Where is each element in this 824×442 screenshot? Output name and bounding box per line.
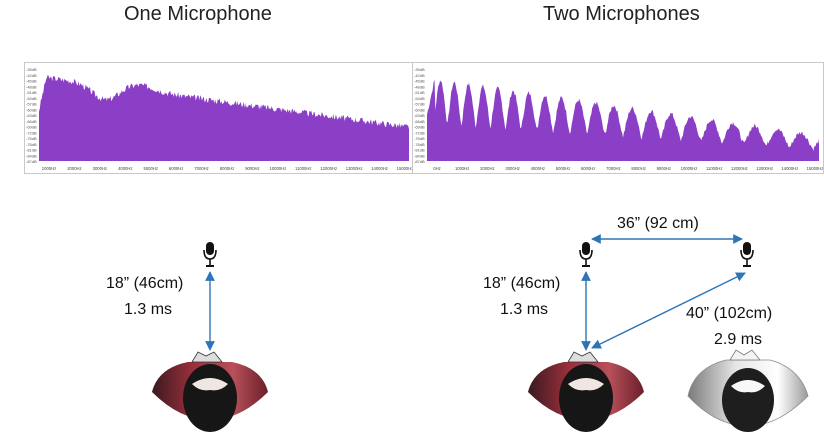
spectrum-one-mic-x-tick: 6000Hz	[169, 166, 183, 171]
spectrum-one-mic-y-tick: -78dB	[26, 142, 37, 147]
spectrum-two-mics-x-tick: 2000Hz	[480, 166, 494, 171]
spectrum-two-mics-plot: -39dB-42dB-45dB-48dB-51dB-54dB-57dB-60dB…	[414, 67, 823, 171]
spectrum-one-mic-plot: -39dB-42dB-45dB-48dB-51dB-54dB-57dB-60dB…	[26, 67, 413, 171]
spectrum-two-mics-y-tick: -45dB	[414, 79, 425, 84]
spectrum-one-mic-x-tick: 13000Hz	[346, 166, 363, 171]
spectrum-two-mics-x-tick: 7000Hz	[606, 166, 620, 171]
microphone-icon-near	[579, 242, 593, 267]
spectrum-two-mics-y-tick: -69dB	[414, 125, 425, 130]
spectrum-two-mics-x-tick: 3000Hz	[505, 166, 519, 171]
microphone-icon-far	[740, 242, 754, 267]
spectrum-two-mics-x-tick: 4000Hz	[531, 166, 545, 171]
person-icon-speaker	[528, 351, 644, 432]
spectrum-two-mics-y-tick: -75dB	[414, 136, 425, 141]
spectrum-one-mic-x-tick: 8000Hz	[220, 166, 234, 171]
spectrum-one-mic-x-tick: 12000Hz	[320, 166, 337, 171]
distance-label-left: 18” (46cm)	[106, 275, 184, 292]
spectrum-two-mics-y-tick: -78dB	[414, 142, 425, 147]
spectrum-one-mic-y-tick: -69dB	[26, 125, 37, 130]
far-delay-label: 2.9 ms	[714, 331, 763, 348]
spectrum-one-mic-y-tick: -51dB	[26, 90, 37, 95]
spectrum-one-mic-x-tick: 14000Hz	[371, 166, 388, 171]
spectrum-two-mics-x-tick: 13000Hz	[756, 166, 773, 171]
spectrum-two-mics-y-tick: -42dB	[414, 73, 425, 78]
spectrum-two-mics-x-tick: 5000Hz	[556, 166, 570, 171]
spectrum-two-mics-x-tick: 1000Hz	[455, 166, 469, 171]
spectrum-one-mic-y-tick: -48dB	[26, 84, 37, 89]
spectrum-one-mic-x-tick: 15000Hz	[397, 166, 413, 171]
distance-arrow-far	[591, 272, 746, 349]
spectrum-two-mics-y-tick: -84dB	[414, 153, 425, 158]
delay-label-left: 1.3 ms	[124, 301, 173, 318]
spectrum-one-mic-y-tick: -60dB	[26, 107, 37, 112]
spectrum-one-mic-y-tick: -72dB	[26, 130, 37, 135]
spectrum-two-mics-x-tick: 8000Hz	[631, 166, 645, 171]
spectrum-one-mic-x-tick: 5000Hz	[143, 166, 157, 171]
delay-label-near: 1.3 ms	[500, 301, 549, 318]
spectrum-two-mics-y-tick: -87dB	[414, 159, 425, 164]
spectrum-one-mic-y-tick: -87dB	[26, 159, 37, 164]
spectrum-two-mics-y-tick: -72dB	[414, 130, 425, 135]
spectrum-one-mic-y-tick: -84dB	[26, 153, 37, 158]
two-microphones-title: Two Microphones	[543, 3, 700, 25]
spectrum-one-mic-x-tick: 9000Hz	[245, 166, 259, 171]
spectrum-one-mic-x-tick: 10000Hz	[269, 166, 286, 171]
spectrum-one-mic-x-tick: 11000Hz	[295, 166, 311, 171]
one-microphone-title: One Microphone	[124, 3, 272, 25]
spectrum-two-mics-y-tick: -66dB	[414, 119, 425, 124]
spectrum-two-mics-y-tick: -54dB	[414, 96, 425, 101]
spectrum-one-mic-y-tick: -42dB	[26, 73, 37, 78]
spectrum-one-mic-y-tick: -63dB	[26, 113, 37, 118]
spectrum-two-mics-x-tick: 0Hz	[433, 166, 440, 171]
spectrum-one-mic-y-tick: -75dB	[26, 136, 37, 141]
spectrum-two-mics-y-tick: -81dB	[414, 148, 425, 153]
spectrum-two-mics-x-tick: 6000Hz	[581, 166, 595, 171]
spectrum-one-mic-x-tick: 4000Hz	[118, 166, 132, 171]
microphone-icon-left	[203, 242, 217, 267]
spectrum-one-mic-y-tick: -39dB	[26, 67, 37, 72]
distance-label-near: 18” (46cm)	[483, 275, 561, 292]
spectrum-one-mic-x-tick: 7000Hz	[194, 166, 208, 171]
spectrum-one-mic-y-tick: -66dB	[26, 119, 37, 124]
spectrum-two-mics-x-tick: 9000Hz	[657, 166, 671, 171]
spectrum-two-mics: -39dB -42dB -45dB -48dB -51dB -54dB -57dB -60dB…	[412, 62, 824, 174]
spectrum-two-mics-y-tick: -39dB	[414, 67, 425, 72]
spectrum-two-mics-fill	[427, 79, 819, 161]
spectrum-one-mic-x-tick: 2000Hz	[67, 166, 81, 171]
spectrum-one-mic-fill	[39, 74, 409, 161]
spectrum-two-mics-x-tick: 15000Hz	[807, 166, 823, 171]
person-icon-left	[152, 351, 268, 432]
spectrum-one-mic-x-tick: 3000Hz	[93, 166, 107, 171]
spectrum-two-mics-y-tick: -48dB	[414, 84, 425, 89]
spectrum-two-mics-y-tick: -60dB	[414, 107, 425, 112]
far-distance-label: 40” (102cm)	[686, 305, 773, 322]
spectrum-two-mics-y-tick: -63dB	[414, 113, 425, 118]
spectrum-two-mics-x-tick: 10000Hz	[681, 166, 698, 171]
spectrum-one-mic-y-tick: -81dB	[26, 148, 37, 153]
spectrum-one-mic-y-tick: -57dB	[26, 102, 37, 107]
person-icon-ghost	[687, 349, 809, 432]
mic-spacing-label: 36” (92 cm)	[617, 215, 699, 232]
spectrum-one-mic-x-tick: 1000Hz	[42, 166, 56, 171]
spectrum-one-mic-y-tick: -45dB	[26, 79, 37, 84]
spectrum-two-mics-y-tick: -57dB	[414, 102, 425, 107]
spectrum-two-mics-x-tick: 12000Hz	[731, 166, 748, 171]
spectrum-one-mic-y-tick: -54dB	[26, 96, 37, 101]
spectrum-one-mic: -39dB -42dB -45dB -48dB -51dB -54dB -57dB -60dB…	[24, 62, 414, 174]
spectrum-two-mics-x-tick: 11000Hz	[706, 166, 722, 171]
spectrum-two-mics-y-tick: -51dB	[414, 90, 425, 95]
spectrum-two-mics-x-tick: 14000Hz	[781, 166, 798, 171]
